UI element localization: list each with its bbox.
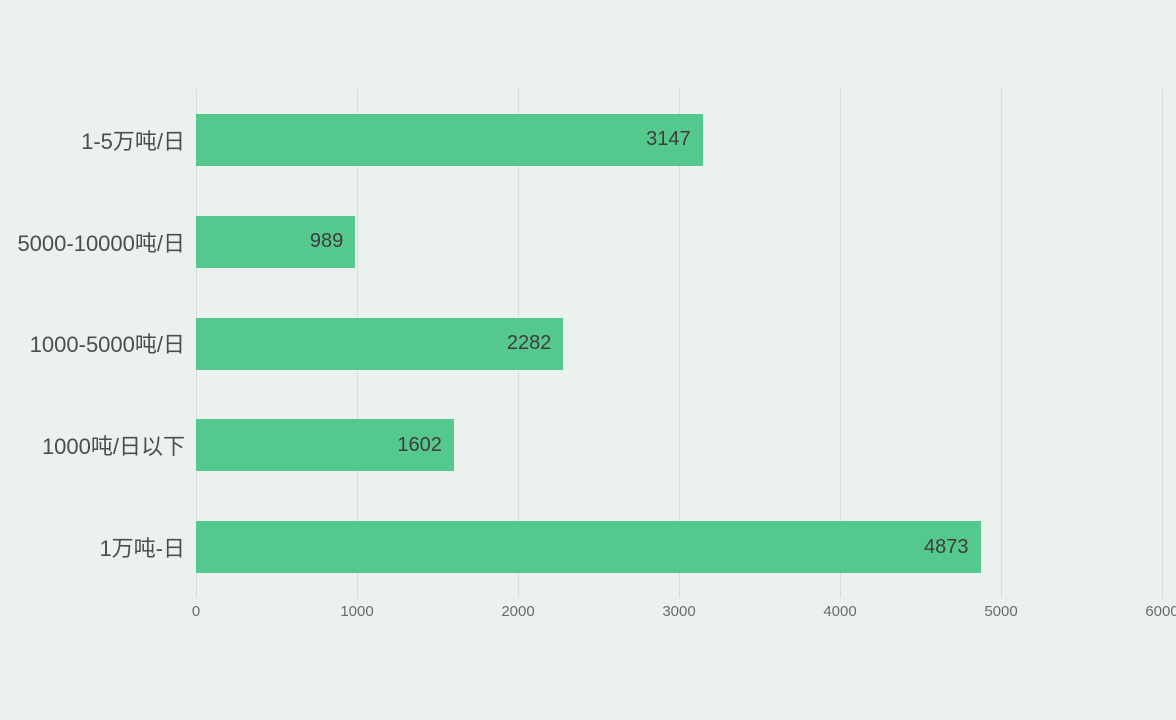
bar: 989 [196,215,356,268]
category-label: 1万吨-日 [99,536,185,562]
bar: 4873 [196,521,981,574]
x-axis-tick-label: 5000 [984,603,1018,620]
category-label: 1-5万吨/日 [81,128,185,154]
x-axis-tick-label: 0 [191,603,201,620]
x-axis-tick-label: 2000 [501,603,535,620]
gridline [679,89,680,598]
x-axis-tick-label: 1000 [340,603,374,620]
bar-value-label: 4873 [924,535,969,558]
category-label: 5000-10000吨/日 [17,230,185,256]
gridline [1162,89,1163,598]
bar-value-label: 989 [309,230,344,253]
category-label: 1000-5000吨/日 [29,332,185,358]
x-axis-tick-label: 6000 [1145,603,1176,620]
gridline [1001,89,1002,598]
bar: 3147 [196,113,703,166]
bar: 1602 [196,419,454,472]
plot-area: 3147 989 2282 1602 4873 [196,89,1163,598]
bar: 2282 [196,317,564,370]
gridline [840,89,841,598]
x-axis-tick-label: 4000 [823,603,857,620]
bar-value-label: 3147 [646,128,691,151]
x-axis-tick-label: 3000 [662,603,696,620]
bar-value-label: 1602 [397,433,442,456]
bar-value-label: 2282 [506,332,552,354]
category-label: 1000吨/日以下 [41,434,185,460]
